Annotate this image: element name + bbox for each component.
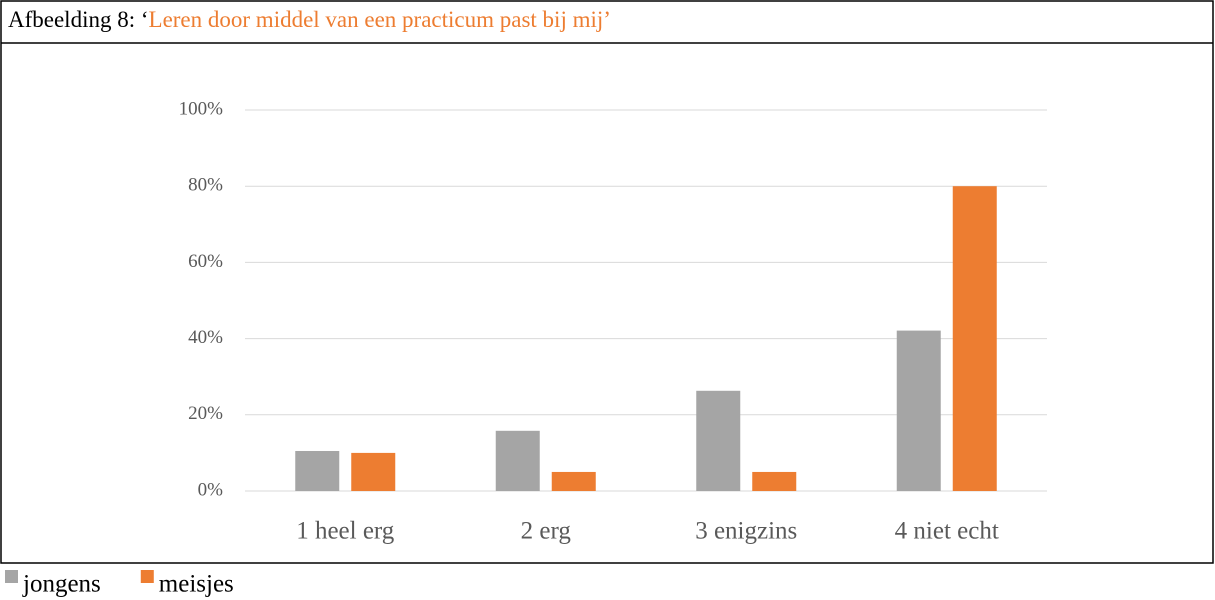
x-tick-label: 4 niet echt bbox=[895, 518, 999, 545]
frame bbox=[0, 0, 1214, 564]
legend-label: jongens bbox=[22, 571, 101, 598]
x-tick-label: 3 enigzins bbox=[695, 518, 797, 545]
bar bbox=[952, 186, 997, 491]
y-tick-label: 100% bbox=[179, 98, 224, 119]
x-tick-label: 2 erg bbox=[521, 518, 572, 545]
bar bbox=[752, 471, 797, 491]
bar bbox=[551, 471, 596, 491]
chart-title: Afbeelding 8: ‘Leren door middel van een… bbox=[8, 7, 611, 32]
title-label: Afbeelding 8: ‘ bbox=[8, 7, 149, 32]
bar bbox=[696, 390, 741, 491]
y-tick-label: 80% bbox=[188, 175, 223, 196]
legend-swatch bbox=[5, 570, 18, 583]
y-tick-label: 40% bbox=[188, 327, 223, 348]
bar bbox=[896, 330, 941, 491]
legend-swatch bbox=[140, 570, 154, 583]
y-tick-label: 0% bbox=[198, 479, 224, 500]
legend-label: meisjes bbox=[159, 571, 234, 598]
bar bbox=[295, 450, 340, 491]
bar bbox=[351, 452, 396, 491]
x-tick-label: 1 heel erg bbox=[296, 518, 395, 545]
bar bbox=[495, 430, 540, 491]
y-tick-label: 20% bbox=[188, 403, 223, 424]
y-tick-label: 60% bbox=[188, 251, 223, 272]
title-text: Leren door middel van een practicum past… bbox=[149, 7, 611, 32]
